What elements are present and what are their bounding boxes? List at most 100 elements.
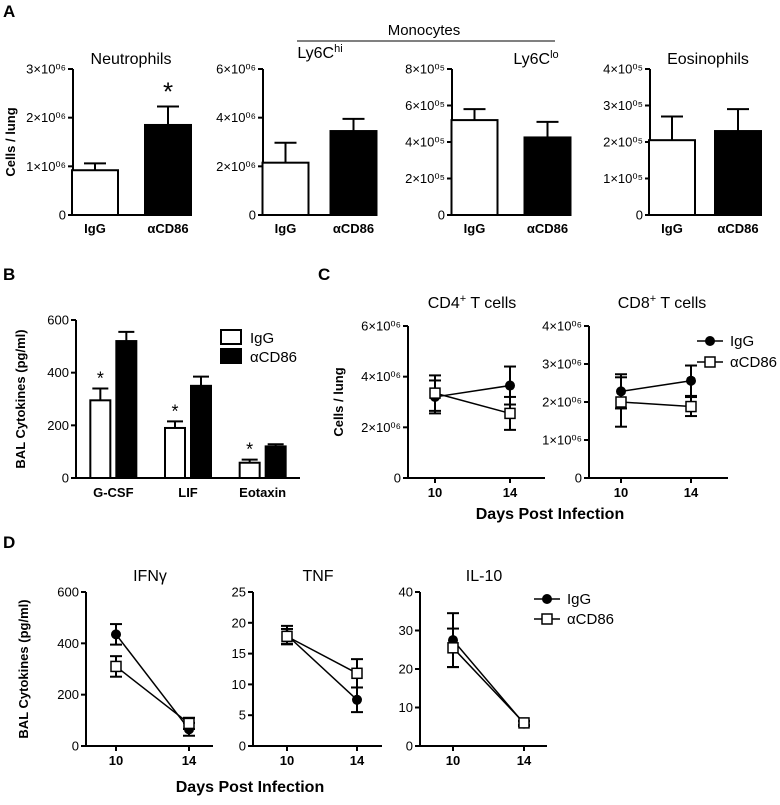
legend-b-acd86-swatch [220,348,242,364]
chart-c2-series-1-point-0 [615,396,627,408]
legend-b-igg-label: IgG [250,330,274,347]
chart-d2-xtick-label-1: 14 [350,753,365,768]
chart-a2-title-sup: hi [334,43,343,55]
chart-d3-ytick-label-2: 20 [399,662,413,677]
chart-a2-xtick-label-0: IgG [275,221,297,236]
chart-b-bar-1-0 [164,426,186,480]
legend-panel-b: IgG αCD86 [220,329,297,366]
chart-d1-ytick-label-0: 0 [72,739,79,754]
chart-d3-xtick-label-0: 10 [446,753,460,768]
chart-d3-series-1-point-0 [447,642,459,654]
chart-d2-xtick-label-0: 10 [280,753,294,768]
chart-b-xtick-label-2: Eotaxin [239,485,286,500]
chart-c1-series-1-point-1 [504,407,516,420]
chart-d3-xtick-label-1: 14 [517,753,532,768]
chart-d1-series-1-line [115,665,190,725]
chart-a4: 0 1×10⁰⁵ 2×10⁰⁵ 3×10⁰⁵ 4×10⁰⁵ Eosinophils IgG α… [603,51,762,236]
chart-d2-ytick-label-0: 0 [239,739,246,754]
chart-c1-series-0-point-1 [505,380,515,391]
chart-b-bar-0-0 [89,399,112,480]
chart-a1-xtick-label-0: IgG [84,221,106,236]
chart-a2-ytick-label-3: 6×10⁰⁶ [216,62,256,77]
chart-d2-title: TNF [302,568,333,585]
chart-d3-series-1-point-1 [518,717,530,729]
chart-d2-ytick-label-2: 10 [232,677,246,692]
chart-c1-series-0-line [434,384,511,398]
chart-c2-ytick-label-2: 2×10⁰⁶ [542,395,582,410]
chart-a2-title: Ly6Chi [297,43,342,62]
chart-a3: 0 2×10⁰⁵ 4×10⁰⁵ 6×10⁰⁵ 8×10⁰⁵ Ly6Clo IgG αCD86 [405,49,572,236]
chart-c2-xtick-label-1: 14 [684,485,699,500]
chart-d1-series-1-point-1 [183,717,195,730]
chart-a4-xtick-label-0: IgG [661,221,683,236]
chart-a4-bar-1 [714,130,762,216]
legend-c-acd86-label: αCD86 [730,354,777,371]
chart-d2-ytick-label-5: 25 [232,585,246,600]
chart-a1-sig-1: * [163,76,173,106]
chart-c2-ytick-label-0: 0 [575,471,582,486]
chart-a2-ytick-label-1: 2×10⁰⁶ [216,159,256,174]
chart-c2-title-rest: T cells [656,295,706,312]
panel-c-xlabel: Days Post Infection [476,506,624,523]
chart-c2-title-sup: + [650,293,656,305]
chart-d2-series-1-point-1 [351,667,363,680]
chart-c1-title-rest: T cells [466,295,516,312]
legend-d-acd86-label: αCD86 [567,611,614,628]
chart-c1-series-1-point-0 [429,387,441,399]
legend-c-acd86-marker [704,356,716,368]
chart-c2: 0 1×10⁰⁶ 2×10⁰⁶ 3×10⁰⁶ 4×10⁰⁶ CD8+ T cells 10 1… [542,293,728,500]
chart-b: 0 200 400 600 BAL Cytokines (pg/ml) * G-CSF * LI… [13,313,300,500]
chart-a1: 0 1×10⁰⁶ 2×10⁰⁶ 3×10⁰⁶ Cells / lung Neutrophi… [3,51,192,236]
panel-label-b: B [3,265,15,284]
chart-d3-series-1-line [452,647,525,724]
legend-d-acd86-marker [541,613,553,625]
chart-a2-bar-0 [261,161,310,216]
chart-c1-title-main: CD4 [428,295,460,312]
chart-a1-xtick-label-1: αCD86 [147,221,188,236]
chart-b-sig-0-0: * [97,368,104,388]
chart-c2-xtick-label-0: 10 [614,485,628,500]
chart-b-ytick-label-1: 200 [47,418,69,433]
legend-c-igg-label: IgG [730,333,754,350]
chart-a4-title: Eosinophils [667,51,749,68]
legend-d-igg-label: IgG [567,591,591,608]
chart-a1-ytick-label-2: 2×10⁰⁶ [26,110,66,125]
chart-b-xtick-label-1: LIF [178,485,198,500]
panel-d-xlabel: Days Post Infection [176,779,324,796]
chart-b-ytick-label-0: 0 [62,471,69,486]
chart-d3-ytick-label-4: 40 [399,585,413,600]
chart-a1-title-main: Neutrophils [91,51,172,68]
chart-d1-xtick-label-0: 10 [109,753,123,768]
chart-d1-ylabel: BAL Cytokines (pg/ml) [16,599,31,738]
chart-c1-ytick-label-1: 2×10⁰⁶ [361,420,401,435]
chart-b-ytick-label-3: 600 [47,313,69,328]
chart-d3-ytick-label-1: 10 [399,700,413,715]
chart-d2-series-0-line [286,634,358,701]
legend-b-igg-swatch [220,329,242,345]
chart-c1-ytick-label-2: 4×10⁰⁶ [361,369,401,384]
chart-d2-title-main: TNF [302,568,333,585]
chart-d2-series-0-point-1 [352,694,362,705]
chart-a2-bar-1 [329,130,378,216]
chart-c2-series-0-line [620,379,692,393]
chart-c2-series-1-point-1 [685,400,697,413]
charts-container: 0 1×10⁰⁶ 2×10⁰⁶ 3×10⁰⁶ Cells / lung Neutrophi… [3,43,762,768]
chart-a4-ytick-label-4: 4×10⁰⁵ [603,62,643,77]
chart-a3-title-main: Ly6C [513,51,550,68]
chart-b-xtick-label-0: G-CSF [93,485,134,500]
legend-panel-d: IgG αCD86 [534,591,614,628]
chart-b-bar-2-1 [264,445,287,479]
chart-a3-xtick-label-1: αCD86 [527,221,568,236]
chart-a3-ytick-label-4: 8×10⁰⁵ [405,62,445,77]
chart-d2-series-1-line [286,635,358,674]
chart-a3-ytick-label-3: 6×10⁰⁵ [405,98,445,113]
chart-d1-title: IFNγ [133,568,167,585]
chart-a1-bar-1 [144,123,192,216]
chart-c1-title: CD4+ T cells [428,293,517,312]
chart-d3-title: IL-10 [466,568,503,585]
chart-a1-ylabel: Cells / lung [3,107,18,176]
chart-a3-title-sup: lo [550,49,559,61]
chart-b-bar-0-1 [115,340,138,480]
chart-d2: 0 5 10 15 20 25 TNF 10 14 [232,568,382,768]
